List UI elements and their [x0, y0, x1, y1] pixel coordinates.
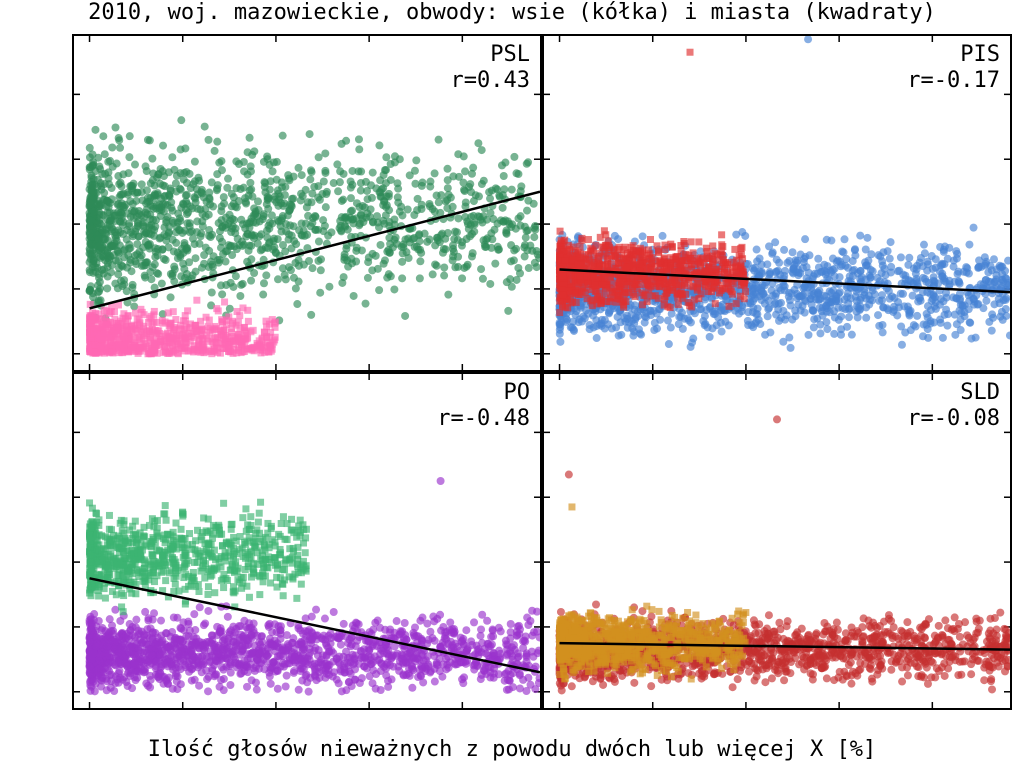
scatter-plot [544, 374, 1010, 708]
figure: 2010, woj. mazowieckie, obwody: wsie (kó… [0, 0, 1024, 768]
city-points [86, 499, 310, 615]
city-points [86, 297, 279, 358]
panel-pis: PIS r=-0.17 [542, 34, 1012, 372]
village-points [86, 116, 540, 324]
panel-grid: PSL r=0.43 020406080 PIS r=-0.17 PO r=-0… [72, 34, 1012, 710]
village-points [86, 602, 540, 695]
figure-title: 2010, woj. mazowieckie, obwody: wsie (kó… [0, 0, 1024, 25]
panel-psl: PSL r=0.43 020406080 [72, 34, 542, 372]
scatter-plot [74, 36, 540, 370]
scatter-plot [74, 374, 540, 708]
scatter-plot [544, 36, 1010, 370]
panel-po: PO r=-0.48 020406080036912 [72, 372, 542, 710]
x-axis-label: Ilość głosów nieważnych z powodu dwóch l… [0, 737, 1024, 762]
panel-sld: SLD r=-0.08 036912 [542, 372, 1012, 710]
